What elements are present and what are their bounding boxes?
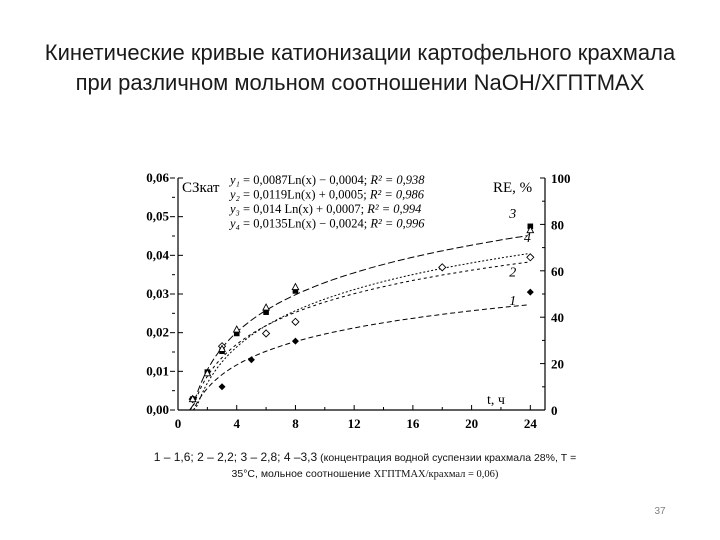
x-tick-label: 0 [175,416,182,431]
y-right-axis-label: RE, % [493,180,532,196]
series-4-point [291,282,300,290]
series-label-3: 3 [508,207,516,222]
y-right-tick-label: 80 [551,217,564,232]
series-1-point [526,288,534,296]
series-2-point [526,253,535,262]
caption-ratio-label: 35°С, мольное соотношение [231,468,374,480]
figure-caption: 1 – 1,6; 2 – 2,2; 3 – 2,8; 4 –3,3 (конце… [110,449,620,483]
y-right-tick-label: 0 [551,403,558,418]
y-left-tick-label: 0,06 [146,170,169,185]
slide-title-line-2: при различном мольном соотношении NaOH/Х… [75,70,645,95]
series-4-point [262,303,271,311]
x-axis-label: t, ч [487,393,505,408]
y-left-tick-label: 0,05 [146,209,169,224]
fit-curve-4 [189,253,528,411]
series-3-point [233,330,240,337]
y-right-tick-label: 20 [551,357,564,372]
chart-axes [170,177,546,411]
series-4-point [526,225,535,234]
slide-title-line-1: Кинетические кривые катионизации картофе… [44,40,676,65]
series-3-point [263,309,269,315]
series-2-point [291,317,300,326]
caption-line-1: 1 – 1,6; 2 – 2,2; 3 – 2,8; 4 –3,3 (конце… [110,449,620,466]
x-tick-label: 12 [348,416,361,431]
x-tick-label: 24 [524,416,538,431]
x-tick-label: 16 [406,416,420,431]
series-4-point [218,344,226,352]
y-left-axis-label: СЗкат [182,180,220,196]
kinetic-curves-chart: 0 4 8 12 16 20 240,000,010,020,030,040,050,060… [146,170,570,431]
caption-ratio-value: ХГПТМАХ/крахмал = 0,06) [373,469,499,480]
x-tick-label: 4 [233,416,240,431]
chart-labels: 0 4 8 12 16 20 240,000,010,020,030,040,050,060… [146,170,570,431]
series-2-point [261,329,271,338]
fit-equation: y₄ = 0,0135Ln(x) − 0,0024; R² = 0,996 [228,217,425,231]
y-right-tick-label: 60 [551,264,564,279]
caption-conditions: (концентрация водной суспензии крахмала … [320,452,577,464]
series-1-point [218,383,226,391]
data-markers [188,223,535,404]
series-label-1: 1 [509,294,516,309]
y-left-tick-label: 0,01 [146,363,169,378]
series-1-point [247,356,255,364]
series-4-point [203,368,212,377]
series-label-4: 4 [524,231,531,246]
y-right-tick-label: 100 [551,171,571,186]
series-3-point [292,288,299,294]
series-4-point [232,325,241,333]
x-tick-label: 8 [292,416,299,431]
series-2-point [438,263,447,272]
slide-title: Кинетические кривые катионизации картофе… [20,38,700,98]
fit-curves [189,235,528,411]
fit-curve-1 [189,304,528,411]
fit-curve-3 [189,235,528,411]
y-left-tick-label: 0,00 [146,402,169,417]
series-label-2: 2 [509,266,516,281]
y-right-tick-label: 40 [551,310,564,325]
page-number: 37 [654,506,666,517]
fit-equation: y₃ = 0,014 Ln(x) + 0,0007; R² = 0,994 [228,202,421,216]
series-4-point [188,394,197,403]
y-left-tick-label: 0,02 [146,325,169,340]
fit-curve-2 [189,261,528,411]
caption-series-list: 1 – 1,6; 2 – 2,2; 3 – 2,8; 4 –3,3 [153,450,318,464]
fit-equation: y₁ = 0,0087Ln(x) − 0,0004; R² = 0,938 [228,173,425,187]
y-left-tick-label: 0,03 [146,286,169,301]
x-tick-label: 20 [465,416,478,431]
series-1-point [291,337,299,345]
caption-line-2: 35°С, мольное соотношение ХГПТМАХ/крахма… [110,466,620,483]
fit-equation: y₂ = 0,0119Ln(x) + 0,0005; R² = 0,986 [228,188,425,202]
y-left-tick-label: 0,04 [146,247,169,262]
